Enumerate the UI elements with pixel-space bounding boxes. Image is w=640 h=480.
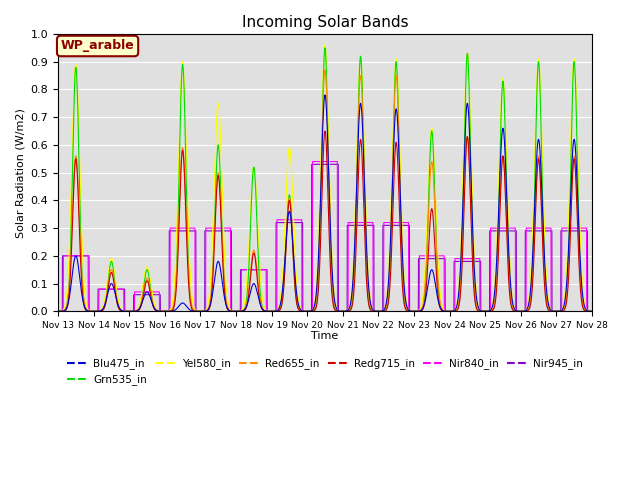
Blu475_in [623,309,631,314]
Nir945_in [416,256,424,262]
Nir840_in [618,225,625,231]
Line: Nir945_in: Nir945_in [58,164,627,312]
Redg715_in [171,301,179,307]
Blu475_in [416,308,424,314]
Text: WP_arable: WP_arable [61,39,134,52]
Blu475_in [502,186,510,192]
Yel580_in [537,90,545,96]
Nir840_in [171,225,179,231]
Yel580_in [321,42,329,48]
Redg715_in [416,308,424,314]
Nir840_in [308,159,316,165]
Line: Grn535_in: Grn535_in [58,48,627,312]
Nir840_in [537,225,545,231]
Line: Redg715_in: Redg715_in [58,131,627,312]
Line: Yel580_in: Yel580_in [58,45,627,312]
Red655_in [54,309,62,314]
Yel580_in [54,309,62,314]
Nir945_in [537,228,545,234]
Redg715_in [467,189,474,195]
Nir840_in [54,309,62,314]
Nir945_in [502,228,510,234]
Red655_in [321,67,329,73]
Grn535_in [618,308,625,314]
Blu475_in [54,309,62,314]
Grn535_in [54,309,62,314]
Grn535_in [623,309,631,314]
Redg715_in [537,186,545,192]
Nir945_in [171,228,179,234]
Yel580_in [416,307,424,312]
Nir945_in [54,309,62,314]
Grn535_in [537,108,545,113]
Nir840_in [502,225,510,231]
Red655_in [416,308,424,313]
Redg715_in [502,224,510,229]
Blu475_in [321,92,329,98]
Red655_in [618,308,625,313]
Grn535_in [321,45,329,51]
Yel580_in [502,153,510,159]
Blu475_in [467,147,474,153]
Grn535_in [416,308,424,314]
Nir945_in [467,259,474,264]
Nir945_in [618,228,625,234]
Line: Nir840_in: Nir840_in [58,162,627,312]
Red655_in [502,213,510,219]
Blu475_in [618,306,625,312]
Yel580_in [623,309,631,314]
Redg715_in [623,309,631,314]
Red655_in [467,180,474,186]
Grn535_in [467,132,474,138]
Red655_in [171,295,179,301]
Grn535_in [171,297,179,303]
Nir840_in [416,253,424,259]
Redg715_in [618,308,625,314]
Nir840_in [623,309,631,314]
Line: Red655_in: Red655_in [58,70,627,312]
Blu475_in [537,160,545,166]
Yel580_in [171,277,179,283]
Legend: Blu475_in, Grn535_in, Yel580_in, Red655_in, Redg715_in, Nir840_in, Nir945_in: Blu475_in, Grn535_in, Yel580_in, Red655_… [63,354,587,389]
Grn535_in [502,182,510,188]
Blu475_in [171,307,179,313]
Y-axis label: Solar Radiation (W/m2): Solar Radiation (W/m2) [15,108,25,238]
Yel580_in [618,305,625,311]
X-axis label: Time: Time [311,331,339,341]
Title: Incoming Solar Bands: Incoming Solar Bands [242,15,408,30]
Nir945_in [623,309,631,314]
Red655_in [623,309,631,314]
Line: Blu475_in: Blu475_in [58,95,627,312]
Redg715_in [54,309,62,314]
Nir840_in [467,256,474,262]
Nir945_in [308,161,316,167]
Red655_in [537,178,545,184]
Redg715_in [321,128,329,134]
Yel580_in [467,108,474,114]
